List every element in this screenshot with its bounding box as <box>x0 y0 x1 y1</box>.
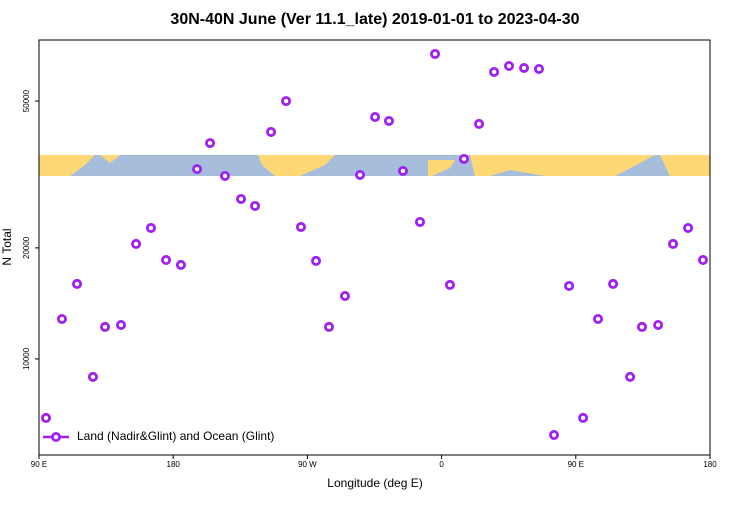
point <box>131 238 142 249</box>
plot-frame <box>38 39 711 456</box>
point <box>593 314 604 325</box>
point <box>100 321 111 332</box>
land <box>470 155 655 176</box>
point <box>311 255 322 266</box>
point <box>116 319 127 330</box>
point <box>370 111 381 122</box>
point <box>564 280 575 291</box>
y-tick-label: 20000 <box>22 236 31 259</box>
point <box>697 255 708 266</box>
point <box>489 66 500 77</box>
point <box>683 222 694 233</box>
point <box>608 278 619 289</box>
x-tick-label: 90 E <box>568 460 584 469</box>
x-tick-label: 90 E <box>31 460 47 469</box>
land <box>660 155 710 176</box>
point <box>503 61 514 72</box>
point <box>383 115 394 126</box>
point <box>397 165 408 176</box>
point <box>625 371 636 382</box>
point <box>41 412 52 423</box>
point <box>355 169 366 180</box>
y-tick-label: 10000 <box>22 347 31 370</box>
x-axis-label: Longitude (deg E) <box>327 476 422 490</box>
point <box>668 238 679 249</box>
point <box>324 321 335 332</box>
point <box>430 48 441 59</box>
point <box>56 314 67 325</box>
point <box>236 193 247 204</box>
legend-label: Land (Nadir&Glint) and Ocean (Glint) <box>77 429 274 443</box>
land <box>39 155 95 176</box>
point <box>145 222 156 233</box>
land <box>258 155 335 176</box>
x-tick-label: 180 <box>703 460 717 469</box>
point <box>458 153 469 164</box>
land <box>100 155 120 163</box>
point <box>578 412 589 423</box>
y-axis-label: N Total <box>0 228 14 265</box>
point <box>205 138 216 149</box>
point <box>653 319 664 330</box>
point <box>637 321 648 332</box>
point <box>175 259 186 270</box>
point <box>266 126 277 137</box>
point <box>72 278 83 289</box>
y-tick-label: 50000 <box>22 89 31 112</box>
x-tick-label: 0 <box>439 460 444 469</box>
point <box>549 429 560 440</box>
point <box>250 200 261 211</box>
point <box>533 63 544 74</box>
point <box>295 221 306 232</box>
point <box>161 255 172 266</box>
map-strip <box>39 155 710 176</box>
point <box>339 291 350 302</box>
point <box>281 96 292 107</box>
land <box>428 160 455 176</box>
point <box>519 62 530 73</box>
chart-title: 30N-40N June (Ver 11.1_late) 2019-01-01 … <box>170 11 579 28</box>
point <box>219 170 230 181</box>
legend-marker <box>51 431 62 442</box>
point <box>192 164 203 175</box>
point <box>87 371 98 382</box>
x-tick-label: 180 <box>167 460 181 469</box>
x-tick-label: 90 W <box>298 460 317 469</box>
point <box>474 118 485 129</box>
point <box>444 279 455 290</box>
point <box>414 216 425 227</box>
